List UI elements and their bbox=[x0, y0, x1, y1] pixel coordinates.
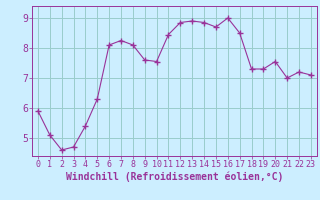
X-axis label: Windchill (Refroidissement éolien,°C): Windchill (Refroidissement éolien,°C) bbox=[66, 172, 283, 182]
